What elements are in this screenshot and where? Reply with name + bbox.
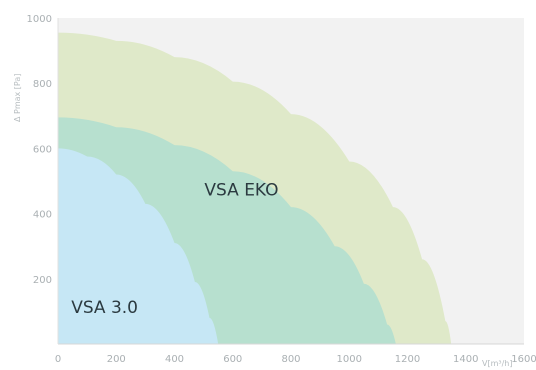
y-axis-label: Δ Pmax [Pa] — [13, 74, 22, 122]
vsa-eko-label: VSA EKO — [204, 181, 278, 201]
area-series-3 — [58, 148, 219, 344]
x-tick-label: 200 — [107, 354, 126, 365]
y-tick-label: 600 — [33, 144, 52, 155]
y-tick-label: 200 — [33, 275, 52, 286]
x-tick-label: 600 — [223, 354, 242, 365]
y-tick-label: 400 — [33, 210, 52, 221]
x-tick-label: 1600 — [511, 354, 536, 365]
x-tick-label: 400 — [165, 354, 184, 365]
series-areas — [58, 32, 452, 345]
vsa-3-0-label: VSA 3.0 — [71, 298, 138, 318]
x-tick-label: 0 — [55, 354, 61, 365]
axis-lines — [57, 18, 524, 345]
y-tick-label: 800 — [33, 79, 52, 90]
x-tick-label: 1200 — [395, 354, 420, 365]
y-tick-label: 1000 — [27, 14, 52, 25]
x-tick-label: 800 — [281, 354, 300, 365]
y-axis-ticks: 200 400 600 800 1000 — [27, 14, 52, 286]
x-axis-ticks: 0 200 400 600 800 1000 1200 1400 1600 — [55, 354, 536, 365]
x-tick-label: 1000 — [337, 354, 362, 365]
x-axis-label: V[m³/h] — [482, 359, 512, 368]
x-tick-label: 1400 — [453, 354, 478, 365]
